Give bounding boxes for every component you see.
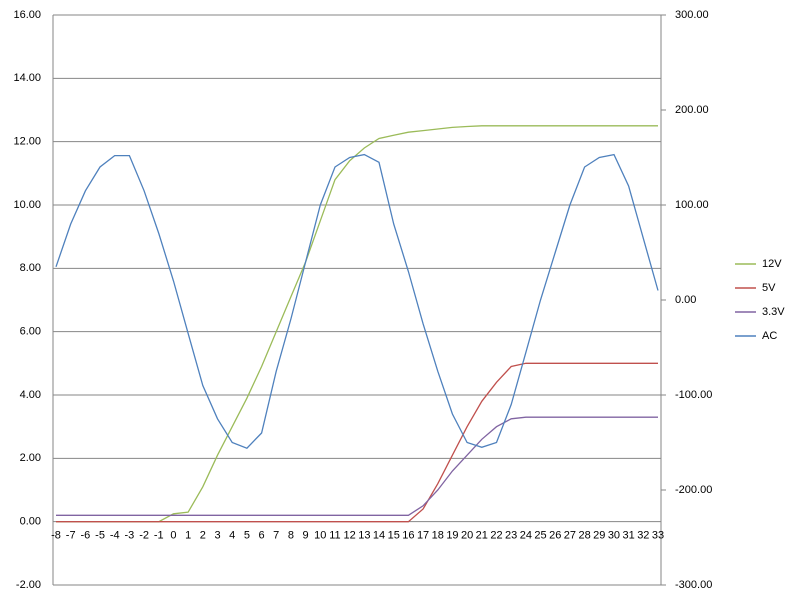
x-tick-label: 7 bbox=[273, 530, 279, 542]
y2-tick-label: -200.00 bbox=[675, 484, 712, 496]
y-tick-label: 2.00 bbox=[20, 452, 41, 464]
x-tick-label: 32 bbox=[637, 530, 649, 542]
y-tick-label: 8.00 bbox=[20, 262, 41, 274]
x-tick-label: 1 bbox=[185, 530, 191, 542]
y2-tick-label: 200.00 bbox=[675, 104, 709, 116]
x-tick-label: -7 bbox=[66, 530, 76, 542]
y2-tick-label: -100.00 bbox=[675, 389, 712, 401]
x-tick-label: 3 bbox=[214, 530, 220, 542]
x-tick-label: 16 bbox=[402, 530, 414, 542]
x-tick-label: 21 bbox=[476, 530, 488, 542]
x-tick-label: 0 bbox=[170, 530, 176, 542]
y2-tick-label: 100.00 bbox=[675, 199, 709, 211]
x-tick-label: 29 bbox=[593, 530, 605, 542]
x-tick-label: 24 bbox=[520, 530, 532, 542]
x-tick-label: 10 bbox=[314, 530, 326, 542]
x-tick-label: -5 bbox=[95, 530, 105, 542]
x-tick-label: 22 bbox=[490, 530, 502, 542]
x-tick-label: 13 bbox=[358, 530, 370, 542]
series-line bbox=[56, 362, 658, 523]
x-tick-label: -3 bbox=[125, 530, 135, 542]
x-tick-label: 2 bbox=[200, 530, 206, 542]
x-tick-label: -2 bbox=[139, 530, 149, 542]
x-tick-label: -1 bbox=[154, 530, 164, 542]
x-tick-label: 25 bbox=[534, 530, 546, 542]
x-tick-label: 27 bbox=[564, 530, 576, 542]
x-tick-label: 23 bbox=[505, 530, 517, 542]
x-tick-label: -6 bbox=[80, 530, 90, 542]
y2-tick-label: -300.00 bbox=[675, 579, 712, 591]
x-tick-label: -8 bbox=[51, 530, 61, 542]
x-tick-label: 9 bbox=[303, 530, 309, 542]
y2-tick-label: 0.00 bbox=[675, 294, 696, 306]
y-tick-label: 6.00 bbox=[20, 326, 41, 338]
x-tick-label: 28 bbox=[578, 530, 590, 542]
y2-tick-label: 300.00 bbox=[675, 9, 709, 21]
x-tick-label: 18 bbox=[432, 530, 444, 542]
x-tick-label: 6 bbox=[258, 530, 264, 542]
x-tick-label: 33 bbox=[652, 530, 664, 542]
y-tick-label: 12.00 bbox=[13, 136, 41, 148]
series-line bbox=[56, 416, 658, 516]
x-tick-label: 4 bbox=[229, 530, 235, 542]
y-tick-label: -2.00 bbox=[16, 579, 41, 591]
x-tick-label: 31 bbox=[623, 530, 635, 542]
x-tick-label: 30 bbox=[608, 530, 620, 542]
x-tick-label: -4 bbox=[110, 530, 120, 542]
x-tick-label: 5 bbox=[244, 530, 250, 542]
legend-label: 5V bbox=[762, 282, 776, 294]
x-tick-label: 11 bbox=[329, 530, 340, 542]
x-tick-label: 15 bbox=[388, 530, 400, 542]
x-tick-label: 17 bbox=[417, 530, 429, 542]
y-tick-label: 16.00 bbox=[13, 9, 41, 21]
x-tick-label: 8 bbox=[288, 530, 294, 542]
x-tick-label: 19 bbox=[446, 530, 458, 542]
x-tick-label: 14 bbox=[373, 530, 385, 542]
y-tick-label: 0.00 bbox=[20, 516, 41, 528]
x-tick-label: 12 bbox=[344, 530, 356, 542]
series-line bbox=[55, 153, 659, 449]
series-line bbox=[56, 125, 658, 523]
x-tick-label: 20 bbox=[461, 530, 473, 542]
y-tick-label: 4.00 bbox=[20, 389, 41, 401]
legend-label: 12V bbox=[762, 258, 782, 270]
legend-label: 3.3V bbox=[762, 306, 785, 318]
x-tick-label: 26 bbox=[549, 530, 561, 542]
y-tick-label: 10.00 bbox=[13, 199, 41, 211]
legend-label: AC bbox=[762, 330, 777, 342]
y-tick-label: 14.00 bbox=[13, 72, 41, 84]
